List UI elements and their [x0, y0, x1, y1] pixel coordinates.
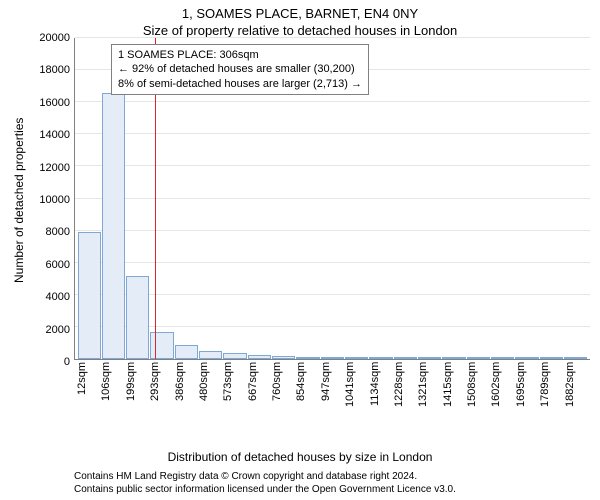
- chart-container: 1, SOAMES PLACE, BARNET, EN4 0NY Size of…: [0, 0, 600, 500]
- x-tick: 1508sqm: [466, 362, 490, 448]
- y-axis-label: Number of detached properties: [10, 38, 28, 362]
- callout-line-3: 8% of semi-detached houses are larger (2…: [118, 77, 362, 91]
- bar: [418, 357, 441, 359]
- x-tick: 667sqm: [247, 362, 271, 448]
- bar: [126, 276, 149, 359]
- x-ticks: 12sqm106sqm199sqm293sqm386sqm480sqm573sq…: [74, 362, 590, 448]
- y-tick: 12000: [39, 162, 70, 174]
- y-tick: 14000: [39, 129, 70, 141]
- y-tick: 0: [64, 356, 70, 368]
- title-sub: Size of property relative to detached ho…: [10, 23, 590, 38]
- x-tick: 12sqm: [76, 362, 100, 448]
- x-tick: 573sqm: [222, 362, 246, 448]
- callout-line-1: 1 SOAMES PLACE: 306sqm: [118, 48, 362, 62]
- x-tick: 106sqm: [100, 362, 124, 448]
- footer-line-2: Contains public sector information licen…: [74, 483, 590, 496]
- bar: [321, 357, 344, 359]
- bar: [175, 345, 198, 359]
- x-tick: 386sqm: [174, 362, 198, 448]
- x-tick: 760sqm: [271, 362, 295, 448]
- title-main: 1, SOAMES PLACE, BARNET, EN4 0NY: [10, 6, 590, 21]
- footer-line-1: Contains HM Land Registry data © Crown c…: [74, 470, 590, 483]
- footer: Contains HM Land Registry data © Crown c…: [10, 470, 590, 496]
- y-ticks: 0200040006000800010000120001400016000180…: [28, 38, 74, 362]
- bar: [467, 357, 490, 359]
- y-tick: 20000: [39, 32, 70, 44]
- bar: [223, 353, 246, 359]
- x-axis-label: Distribution of detached houses by size …: [10, 448, 590, 470]
- y-tick: 8000: [46, 226, 70, 238]
- y-tick: 6000: [46, 259, 70, 271]
- bar: [199, 351, 222, 359]
- x-tick: 199sqm: [125, 362, 149, 448]
- bar: [564, 357, 587, 359]
- bar: [296, 357, 319, 359]
- bar: [78, 232, 101, 359]
- x-tick: 1228sqm: [393, 362, 417, 448]
- bar: [102, 93, 125, 359]
- bar: [345, 357, 368, 359]
- x-tick: 947sqm: [320, 362, 344, 448]
- x-tick: 480sqm: [198, 362, 222, 448]
- bar: [272, 356, 295, 359]
- x-tick: 1695sqm: [515, 362, 539, 448]
- bar: [515, 357, 538, 359]
- x-tick: 1041sqm: [344, 362, 368, 448]
- callout-line-2: ← 92% of detached houses are smaller (30…: [118, 62, 362, 76]
- y-tick: 10000: [39, 194, 70, 206]
- bar: [540, 357, 563, 359]
- y-tick: 4000: [46, 291, 70, 303]
- plot-area: 1 SOAMES PLACE: 306sqm ← 92% of detached…: [74, 38, 590, 360]
- x-spacer: [10, 362, 74, 448]
- y-tick: 16000: [39, 97, 70, 109]
- bar: [248, 355, 271, 359]
- x-tick: 1134sqm: [369, 362, 393, 448]
- bar: [394, 357, 417, 359]
- x-tick: 1415sqm: [442, 362, 466, 448]
- bar: [369, 357, 392, 359]
- bar: [491, 357, 514, 359]
- x-tick: 1789sqm: [539, 362, 563, 448]
- x-area: 12sqm106sqm199sqm293sqm386sqm480sqm573sq…: [10, 362, 590, 448]
- x-tick: 1882sqm: [564, 362, 588, 448]
- x-tick: 293sqm: [149, 362, 173, 448]
- callout-box: 1 SOAMES PLACE: 306sqm ← 92% of detached…: [111, 44, 369, 95]
- x-tick: 854sqm: [295, 362, 319, 448]
- titles: 1, SOAMES PLACE, BARNET, EN4 0NY Size of…: [10, 6, 590, 38]
- bar: [442, 357, 465, 359]
- x-tick: 1602sqm: [490, 362, 514, 448]
- y-tick: 2000: [46, 324, 70, 336]
- chart-row: Number of detached properties 0200040006…: [10, 38, 590, 362]
- y-tick: 18000: [39, 64, 70, 76]
- x-tick: 1321sqm: [417, 362, 441, 448]
